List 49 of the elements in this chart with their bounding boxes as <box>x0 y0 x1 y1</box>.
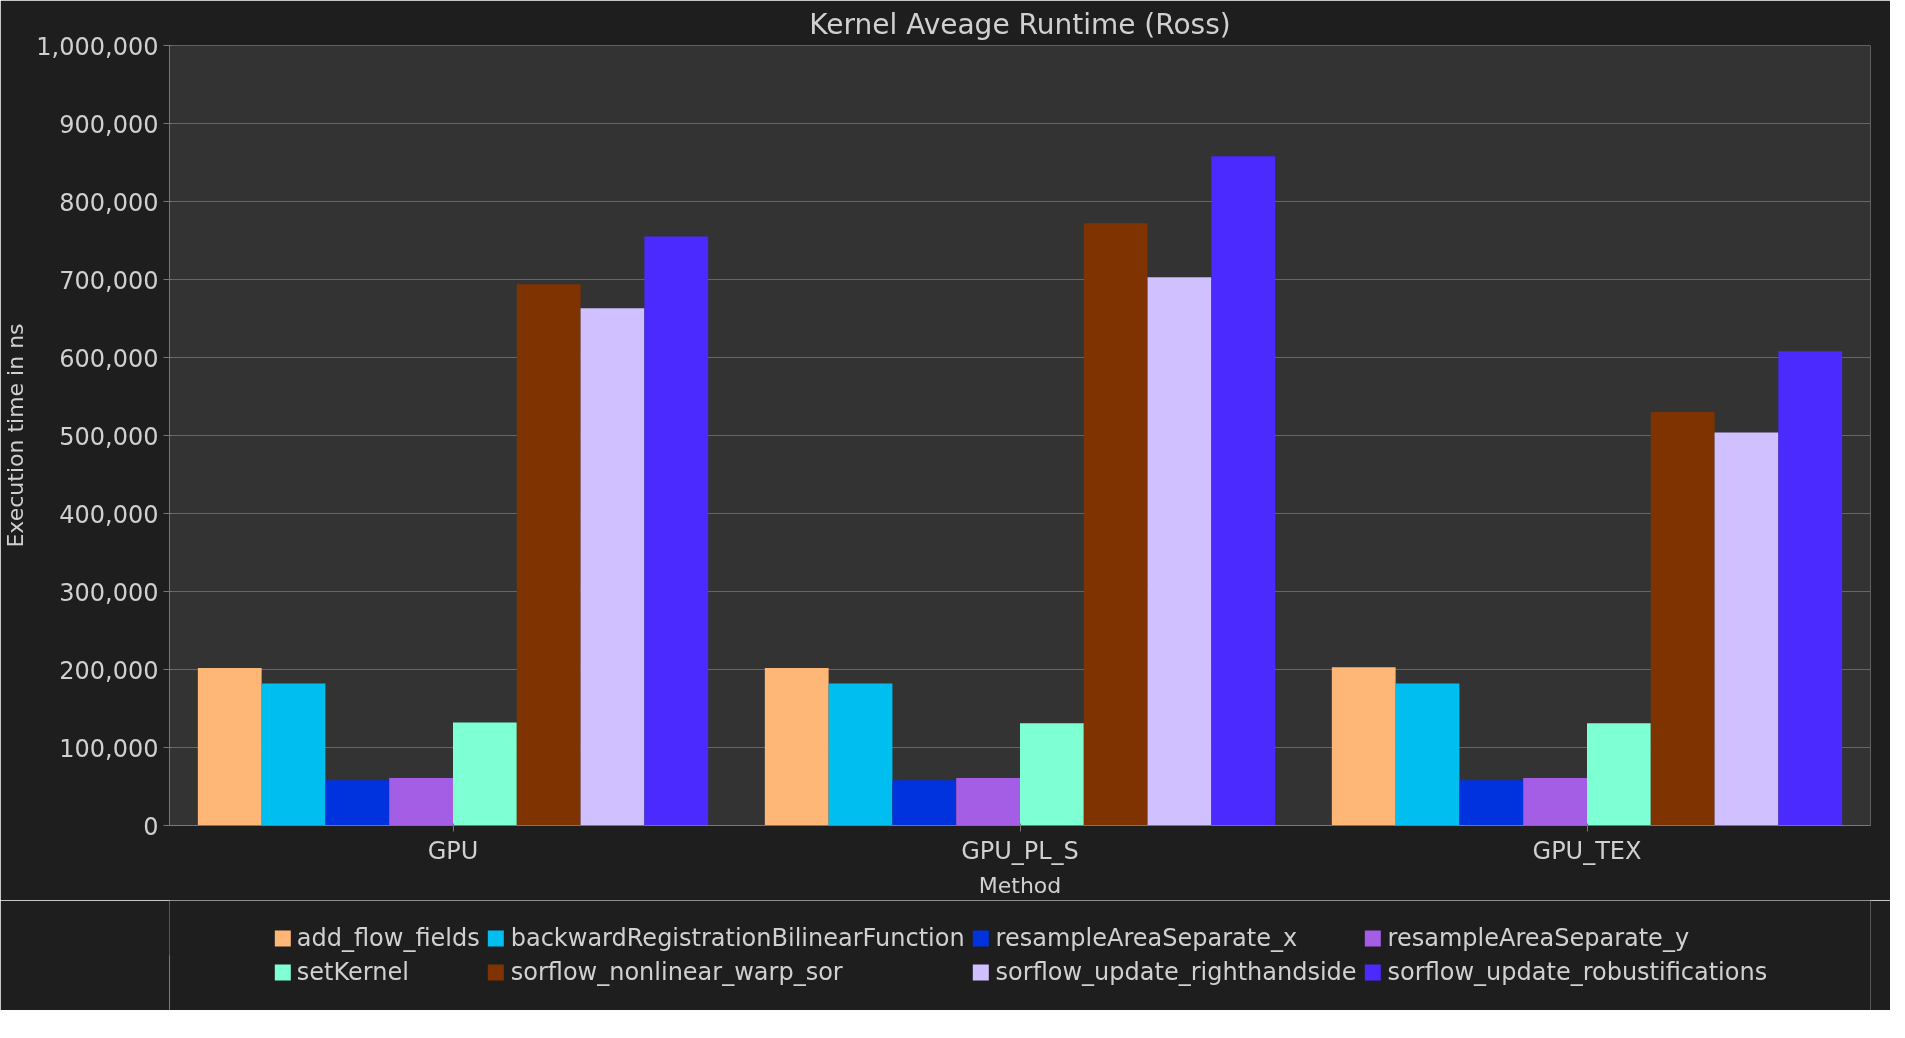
bar <box>389 777 453 826</box>
legend-label: resampleAreaSeparate_y <box>1387 924 1690 952</box>
y-tick-label: 600,000 <box>59 344 159 373</box>
y-tick-label: 900,000 <box>59 110 159 139</box>
y-axis-title: Execution time in ns <box>3 323 29 548</box>
bar <box>453 722 517 826</box>
bar <box>1395 683 1460 826</box>
bar <box>1650 412 1715 826</box>
bar <box>261 683 326 826</box>
y-tick-label: 0 <box>143 812 159 841</box>
y-tick-label: 400,000 <box>59 500 159 529</box>
bar <box>764 667 829 826</box>
x-tick-label: GPU <box>427 836 479 865</box>
bar <box>1147 277 1212 826</box>
legend-label: backwardRegistrationBilinearFunction <box>510 924 965 952</box>
legend-label: add_flow_fields <box>296 924 480 952</box>
bar <box>1523 777 1587 826</box>
legend-label: sorflow_update_righthandside <box>995 958 1357 986</box>
bar <box>828 683 893 826</box>
bar <box>1459 780 1524 826</box>
bar <box>197 667 262 826</box>
bar <box>516 284 581 826</box>
y-tick-label: 1,000,000 <box>36 32 159 61</box>
y-tick-label: 500,000 <box>59 422 159 451</box>
y-tick-label: 700,000 <box>59 266 159 295</box>
bar <box>325 780 390 826</box>
bar <box>644 236 709 826</box>
legend-label: sorflow_nonlinear_warp_sor <box>510 958 843 986</box>
bar <box>1331 667 1396 826</box>
bar <box>580 308 645 826</box>
legend-label: setKernel <box>296 958 409 986</box>
legend-label: sorflow_update_robustifications <box>1387 958 1768 986</box>
y-tick-label: 800,000 <box>59 188 159 217</box>
bar <box>1211 156 1276 826</box>
chart-title: Kernel Aveage Runtime (Ross) <box>809 7 1231 41</box>
bar <box>1714 432 1779 826</box>
y-tick-label: 100,000 <box>59 734 159 763</box>
bar <box>1587 723 1651 826</box>
y-tick-label: 300,000 <box>59 578 159 607</box>
bar <box>1778 351 1843 826</box>
x-tick-label: GPU_PL_S <box>961 836 1079 865</box>
y-tick-label: 200,000 <box>59 656 159 685</box>
x-tick-label: GPU_TEX <box>1532 836 1642 865</box>
x-axis-title: Method <box>978 872 1062 898</box>
bar <box>956 777 1020 826</box>
bar <box>1083 223 1148 826</box>
legend-label: resampleAreaSeparate_x <box>995 924 1298 952</box>
bar <box>892 780 957 826</box>
bar <box>1020 723 1084 826</box>
